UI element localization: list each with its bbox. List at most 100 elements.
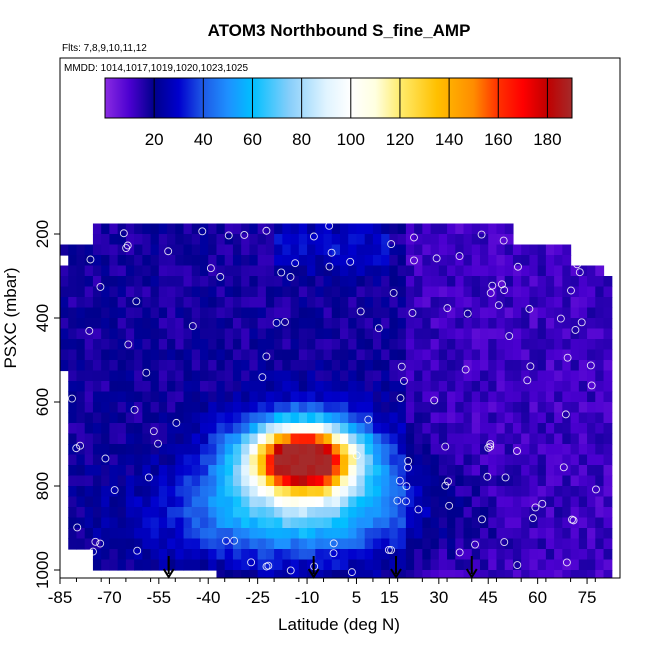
heatmap-cell (134, 255, 143, 267)
heatmap-cell (274, 538, 283, 550)
heatmap-cell (158, 496, 168, 508)
heatmap-cell (307, 265, 316, 277)
heatmap-cell (447, 297, 456, 309)
heatmap-cell (455, 360, 465, 372)
heatmap-cell (290, 528, 300, 540)
heatmap-cell (92, 370, 102, 382)
heatmap-cell (274, 486, 283, 498)
heatmap-cell (76, 244, 86, 256)
heatmap-cell (125, 223, 135, 235)
heatmap-cell (175, 381, 185, 393)
heatmap-cell (464, 581, 473, 592)
heatmap-cell (422, 349, 432, 361)
heatmap-cell (257, 286, 267, 298)
heatmap-cell (480, 528, 489, 540)
heatmap-cell (208, 538, 218, 550)
heatmap-cell (158, 276, 168, 288)
heatmap-cell (578, 318, 588, 330)
heatmap-cell (117, 391, 127, 403)
heatmap-cell (422, 223, 432, 235)
heatmap-cell (117, 402, 127, 414)
heatmap-cell (578, 528, 588, 540)
heatmap-cell (232, 223, 242, 235)
heatmap-cell (372, 454, 382, 466)
heatmap-cell (372, 465, 382, 477)
heatmap-cell (389, 360, 399, 372)
heatmap-cell (117, 454, 127, 466)
heatmap-cell (356, 570, 366, 578)
heatmap-cell (570, 297, 580, 309)
heatmap-cell (224, 370, 234, 382)
heatmap-cell (397, 318, 407, 330)
heatmap-cell (191, 465, 201, 477)
heatmap-cell (430, 255, 440, 267)
heatmap-cell (562, 465, 572, 477)
heatmap-cell (84, 454, 94, 466)
heatmap-cell (68, 517, 78, 529)
observation-points (68, 221, 600, 577)
heatmap-cell (125, 286, 135, 298)
observation-point (122, 244, 131, 252)
heatmap-cell (554, 538, 563, 550)
heatmap-cell (447, 360, 456, 372)
heatmap-cell (315, 349, 325, 361)
heatmap-cell (480, 370, 489, 382)
heatmap-cell (191, 318, 201, 330)
heatmap-cell (84, 475, 94, 487)
heatmap-cell (175, 402, 185, 414)
heatmap-cell (365, 581, 374, 592)
heatmap-cell (570, 339, 580, 351)
heatmap-cell (183, 486, 193, 498)
heatmap-cell (480, 328, 489, 340)
heatmap-cell (372, 255, 382, 267)
heatmap-cell (348, 318, 358, 330)
heatmap-cell (249, 433, 259, 445)
heatmap-cell (92, 391, 102, 403)
observation-point (500, 286, 509, 295)
heatmap-cell (241, 507, 251, 519)
heatmap-cell (200, 265, 209, 277)
heatmap-cell (216, 507, 226, 519)
heatmap-cell (595, 538, 605, 550)
heatmap-cell (125, 433, 135, 445)
heatmap-cell (274, 444, 283, 456)
heatmap-cell (241, 433, 251, 445)
heatmap-cell (84, 528, 94, 540)
heatmap-cell (265, 318, 275, 330)
heatmap-cell (125, 549, 135, 561)
heatmap-cell (521, 349, 531, 361)
heatmap-cell (512, 507, 522, 519)
chart-subtitle-dates: MMDD: 1014,1017,1019,1020,1023,1025 (64, 63, 248, 74)
heatmap-cell (381, 318, 391, 330)
heatmap-cell (274, 465, 283, 477)
heatmap-cell (397, 507, 407, 519)
heatmap-cell (125, 297, 135, 309)
heatmap-cell (521, 454, 531, 466)
heatmap-cell (496, 276, 506, 288)
heatmap-cell (134, 549, 143, 561)
heatmap-cell (578, 496, 588, 508)
heatmap-cell (512, 360, 522, 372)
heatmap-cell (603, 318, 613, 330)
heatmap-cell (340, 570, 349, 578)
y-axis-label: PSXC (mbar) (1, 267, 20, 368)
heatmap-cell (60, 360, 69, 372)
heatmap-cell (315, 475, 325, 487)
heatmap-cell (578, 297, 588, 309)
heatmap-cell (68, 465, 78, 477)
heatmap-cell (471, 465, 481, 477)
heatmap-cell (414, 349, 423, 361)
heatmap-cell (216, 328, 226, 340)
heatmap-cell (208, 528, 218, 540)
heatmap-cell (521, 244, 531, 256)
heatmap-cell (348, 402, 358, 414)
heatmap-cell (562, 433, 572, 445)
observation-point (132, 297, 141, 306)
heatmap-cell (315, 318, 325, 330)
heatmap-cell (537, 517, 547, 529)
heatmap-cell (595, 360, 605, 372)
heatmap-cell (488, 454, 498, 466)
heatmap-cell (331, 307, 341, 319)
heatmap-cell (381, 507, 391, 519)
heatmap-cell (414, 581, 423, 592)
